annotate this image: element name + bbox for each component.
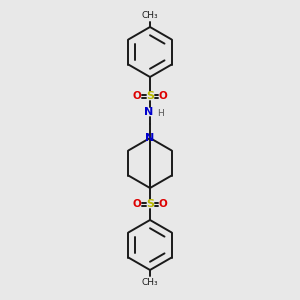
Text: CH₃: CH₃ xyxy=(142,11,158,20)
Text: N: N xyxy=(144,107,154,117)
Text: S: S xyxy=(146,91,154,101)
Text: S: S xyxy=(146,199,154,209)
Text: CH₃: CH₃ xyxy=(142,278,158,287)
Text: O: O xyxy=(133,199,141,209)
Text: O: O xyxy=(133,91,141,101)
Text: H: H xyxy=(157,110,164,118)
Text: N: N xyxy=(146,133,154,143)
Text: O: O xyxy=(159,199,167,209)
Text: O: O xyxy=(159,91,167,101)
